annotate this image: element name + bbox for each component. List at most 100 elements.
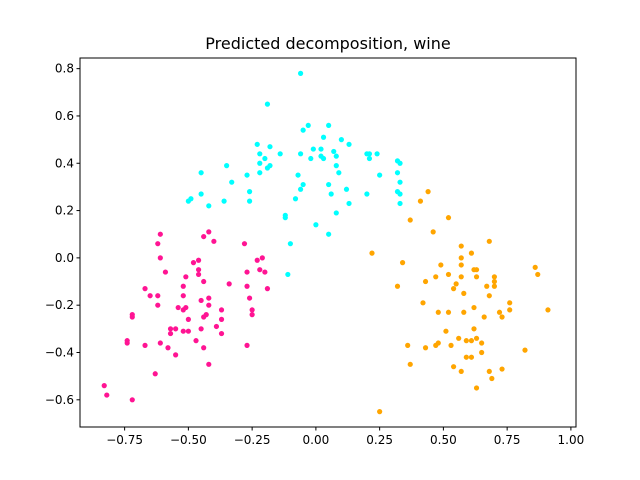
point-s0-9 [277, 151, 283, 157]
point-s1-1 [211, 238, 217, 244]
point-s1-50 [218, 330, 225, 337]
point-s1-38 [195, 271, 202, 278]
point-s1-16 [129, 397, 135, 403]
point-s1-39 [201, 278, 207, 285]
point-s2-0 [369, 250, 375, 256]
point-s1-51 [218, 316, 225, 322]
point-s1-28 [185, 316, 191, 322]
y-tick-label-1: −0.4 [45, 345, 74, 359]
point-s0-8 [264, 165, 271, 171]
y-tick-label-3: 0.0 [55, 251, 74, 265]
plot-frame [79, 57, 577, 428]
point-s2-49 [486, 368, 492, 375]
point-s0-28 [285, 271, 291, 278]
point-s1-49 [213, 323, 220, 330]
point-s0-58 [377, 172, 383, 178]
point-s2-17 [445, 271, 452, 278]
point-s0-11 [297, 151, 304, 157]
point-s2-42 [473, 385, 480, 391]
point-s1-19 [152, 371, 158, 377]
point-s2-39 [471, 304, 477, 311]
point-s2-14 [438, 262, 444, 268]
x-axis: −0.75 −0.50 −0.25 0.00 0.25 0.50 0.75 1.00 [106, 427, 584, 447]
point-s1-44 [201, 345, 207, 351]
point-s0-56 [364, 191, 370, 197]
point-s2-54 [496, 309, 503, 315]
point-s0-45 [326, 181, 332, 188]
point-s1-10 [142, 286, 148, 292]
point-s1-21 [167, 330, 174, 337]
point-s1-65 [264, 286, 271, 292]
point-s0-60 [397, 160, 403, 166]
point-s1-36 [195, 257, 202, 263]
point-s2-27 [458, 274, 464, 280]
point-s2-22 [453, 281, 459, 287]
y-tick-label-5: 0.4 [55, 156, 74, 170]
point-s2-64 [405, 342, 411, 348]
point-s0-48 [333, 210, 339, 216]
point-s1-11 [142, 342, 148, 348]
point-s1-23 [173, 352, 179, 358]
point-s0-6 [257, 160, 263, 166]
point-s1-55 [244, 269, 250, 275]
point-s1-52 [218, 307, 225, 313]
point-s2-33 [468, 338, 475, 344]
point-s1-33 [180, 283, 186, 289]
point-s1-17 [101, 383, 107, 389]
point-s2-18 [445, 309, 452, 315]
point-s0-43 [346, 141, 352, 147]
point-s2-29 [461, 290, 467, 296]
point-s0-12 [295, 172, 301, 178]
y-tick-label-2: −0.2 [45, 298, 74, 312]
point-s1-60 [244, 342, 250, 348]
point-s0-50 [305, 122, 311, 129]
point-s2-24 [458, 243, 464, 249]
point-s2-59 [522, 347, 528, 353]
x-tick-label-4: 0.25 [366, 433, 393, 447]
point-s1-35 [190, 260, 197, 266]
point-s1-45 [206, 361, 212, 367]
point-s1-4 [155, 241, 161, 247]
point-s1-46 [206, 295, 212, 301]
point-s2-57 [507, 300, 513, 306]
point-s2-7 [422, 278, 429, 285]
x-tick-label-7: 1.00 [558, 433, 585, 447]
point-s0-51 [313, 222, 319, 228]
point-s2-21 [450, 364, 457, 370]
point-s0-34 [318, 146, 324, 152]
point-s1-9 [147, 293, 153, 299]
x-tick-label-5: 0.50 [430, 433, 457, 447]
point-s2-2 [399, 260, 406, 266]
point-s0-22 [221, 198, 227, 204]
point-s1-34 [183, 274, 189, 280]
point-s2-63 [394, 283, 401, 289]
point-s2-5 [417, 198, 424, 204]
point-s1-8 [155, 302, 161, 308]
point-s0-18 [198, 191, 204, 197]
point-s1-64 [262, 269, 268, 275]
x-tick-label-1: −0.50 [170, 433, 207, 447]
point-s0-24 [246, 198, 253, 204]
point-s1-37 [195, 267, 202, 273]
point-s1-59 [249, 312, 255, 318]
point-s2-61 [535, 271, 541, 278]
point-s2-62 [545, 307, 551, 313]
point-s2-38 [473, 274, 480, 280]
point-s0-39 [331, 148, 337, 155]
point-s1-54 [241, 241, 248, 247]
point-s0-13 [257, 170, 263, 176]
point-s2-65 [422, 345, 429, 351]
point-s2-37 [473, 267, 480, 273]
point-s2-47 [486, 293, 492, 299]
x-tick-label-2: −0.25 [234, 433, 271, 447]
point-s2-50 [489, 375, 495, 382]
point-s1-47 [198, 297, 204, 304]
point-s0-65 [397, 200, 403, 207]
point-s2-10 [433, 274, 439, 280]
point-s0-42 [338, 137, 344, 143]
x-tick-label-0: −0.75 [106, 433, 143, 447]
point-s1-5 [157, 255, 163, 261]
point-s0-20 [188, 196, 194, 202]
point-s2-41 [473, 335, 480, 341]
point-s1-22 [173, 326, 179, 332]
